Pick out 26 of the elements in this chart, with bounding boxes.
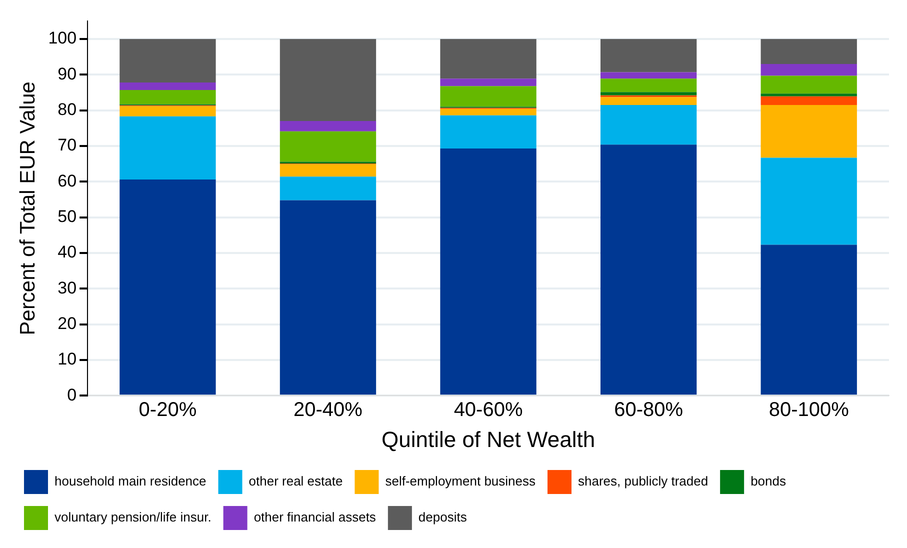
y-tick-label: 20 (58, 314, 77, 333)
y-tick-label: 70 (58, 136, 77, 155)
legend-label: household main residence (54, 474, 206, 489)
y-tick-label: 10 (58, 350, 77, 369)
y-tick-label: 80 (58, 100, 77, 120)
x-axis-title: Quintile of Net Wealth (381, 426, 596, 452)
legend-label: bonds (750, 474, 786, 489)
legend-label: other real estate (248, 474, 343, 489)
legend-label: other financial assets (254, 510, 376, 525)
x-tick-label: 80-100% (768, 399, 850, 422)
y-tick-label: 40 (58, 242, 77, 262)
legend-label: shares, publicly traded (578, 474, 708, 489)
y-tick-label: 90 (58, 64, 77, 84)
x-tick-label: 20-40% (294, 399, 363, 422)
x-tick-label: 0-20% (138, 399, 197, 422)
y-tick-label: 0 (67, 385, 77, 404)
y-tick-label: 100 (48, 28, 77, 48)
y-tick-label: 30 (58, 278, 77, 298)
x-tick-label: 60-80% (614, 399, 684, 422)
y-tick-label: 60 (58, 171, 77, 190)
legend-label: voluntary pension/life insur. (54, 510, 212, 525)
y-axis-title: Percent of Total EUR Value (16, 82, 40, 336)
legend-label: deposits (418, 510, 468, 525)
x-tick-label: 40-60% (454, 399, 523, 422)
legend-label: self-employment business (385, 474, 536, 489)
y-tick-label: 50 (58, 207, 77, 226)
